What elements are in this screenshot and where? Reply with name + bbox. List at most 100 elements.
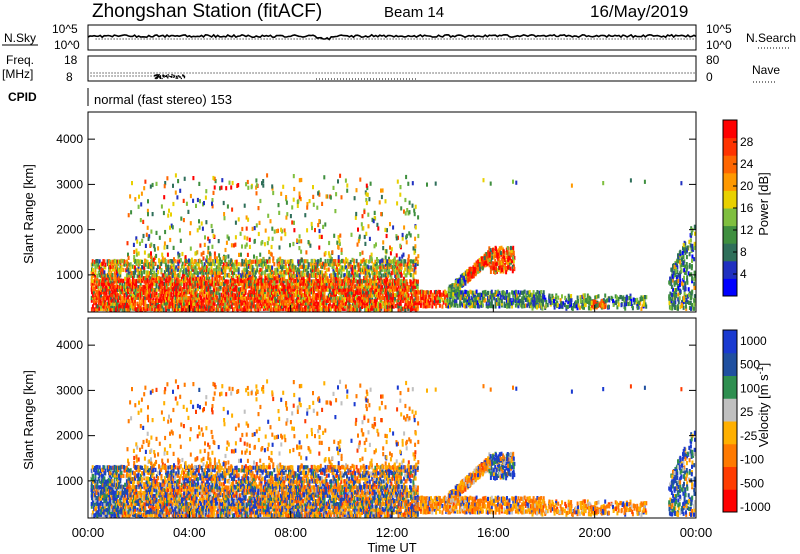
power-cell [188,301,191,306]
power-cell [184,255,187,260]
power-cell [377,265,379,270]
power-cell [112,289,115,294]
power-cell [233,298,236,303]
power-cell [124,298,127,303]
power-cell [176,307,178,312]
power-cell [232,284,234,289]
power-cell [120,278,123,283]
power-cell [127,289,130,294]
power-cell [168,287,171,292]
power-cell [122,267,125,272]
power-cell [335,192,338,197]
power-cell [380,194,383,200]
power-cell [286,268,289,273]
power-cell [417,279,419,284]
power-cell [109,267,111,272]
power-cell [154,293,157,298]
freq-tick-top: 18 [64,53,78,67]
power-cell [198,281,201,286]
power-cell [395,253,398,258]
power-cell [167,289,170,295]
power-cell [261,281,264,286]
power-cell [267,298,270,303]
power-cell [356,290,359,295]
power-cell [269,219,272,224]
power-cell [265,262,267,267]
power-cell [300,249,303,254]
power-cell [408,231,411,236]
power-cell [251,279,254,284]
power-cell [277,203,280,208]
power-cell [246,259,249,265]
power-cell [284,264,287,269]
power-cell [308,273,311,278]
power-cell [111,298,114,303]
power-cell [119,306,122,311]
power-cell [238,304,241,309]
power-cell [94,276,97,281]
nsky-tick-bottom: 10^0 [54,38,80,52]
power-cell [146,259,149,264]
power-cell [151,287,153,292]
power-cell [254,281,257,287]
power-cell [399,192,402,197]
power-cell [171,281,174,287]
power-cell [236,292,239,297]
power-cell [207,267,210,273]
power-cell [333,233,336,238]
power-cell [94,270,97,275]
power-cell [97,262,100,267]
power-cell [340,247,343,252]
power-cell [98,296,101,301]
power-cell [140,287,143,292]
power-cell [134,287,136,292]
power-cell [141,306,144,311]
power-cell [209,307,212,312]
power-cell [292,174,295,179]
power-cell [147,304,150,309]
power-cell [218,279,221,284]
power-cell [322,224,325,229]
power-cell [203,304,206,309]
power-cell [323,175,326,180]
power-cell [277,296,280,301]
power-cell [217,273,220,279]
power-cell [380,212,383,217]
power-cell [243,301,246,306]
power-cell [170,301,173,306]
power-cell [392,225,395,230]
power-cell [254,259,257,264]
power-cell [145,292,148,298]
power-cell [276,270,279,275]
power-cell [258,270,261,275]
power-cell [239,231,242,236]
power-cell [276,259,279,264]
power-cell [351,257,354,262]
nave-tick-top: 80 [706,53,720,67]
power-cell [241,258,244,264]
nave-point [156,76,158,78]
power-cell [144,243,147,248]
power-cell [149,301,152,307]
power-cell [211,276,214,281]
power-cell [164,278,167,283]
power-cell [226,282,229,287]
power-cell [155,268,158,273]
power-cell [277,304,280,309]
power-cell [211,282,214,287]
power-cell [284,259,287,264]
power-cell [189,295,192,300]
power-cell [254,262,257,267]
power-cell [413,208,416,213]
power-cell [191,282,194,287]
power-cell [189,246,192,251]
power-cell [226,204,229,209]
power-cell [339,233,342,238]
power-cell [151,276,154,281]
power-cell [278,265,281,270]
power-cell [138,307,141,312]
power-cell [400,273,403,278]
power-cell [96,307,99,312]
power-cell [131,284,134,290]
power-cell [277,287,280,292]
